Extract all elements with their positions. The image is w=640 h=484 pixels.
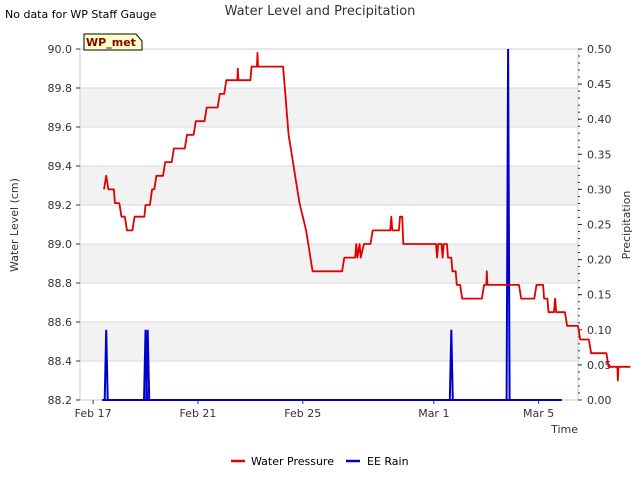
left-tick-label: 90.0: [48, 43, 73, 56]
station-badge-label: WP_met: [86, 36, 136, 49]
rain-point: [448, 329, 454, 401]
left-tick-label: 88.2: [48, 394, 73, 407]
left-tick-label: 88.6: [48, 316, 73, 329]
rain-series-layer: [102, 48, 562, 401]
grid-band: [80, 127, 578, 166]
left-tick-label: 89.8: [48, 82, 73, 95]
x-tick-label: Mar 5: [523, 407, 554, 420]
right-tick-label: 0.40: [587, 113, 612, 126]
grid-band: [80, 88, 578, 127]
grid-band: [80, 322, 578, 361]
left-tick-label: 89.6: [48, 121, 73, 134]
background-bands: [80, 49, 578, 400]
grid-band: [80, 244, 578, 283]
right-tick-label: 0.30: [587, 183, 612, 196]
left-axis-label: Water Level (cm): [8, 178, 21, 272]
right-y-axis: 0.00 0.05 0.10 0.15 0.20 0.25 0.30 0.35 0.40 0.45…: [578, 43, 612, 407]
grid-band: [80, 49, 578, 88]
right-tick-label: 0.50: [587, 43, 612, 56]
station-badge: WP_met: [83, 33, 143, 51]
water-level-series-layer: [103, 52, 631, 382]
water-pressure-line: [103, 52, 631, 382]
rain-point: [145, 329, 151, 401]
x-tick-label: Feb 21: [179, 407, 216, 420]
right-tick-label: 0.15: [587, 289, 612, 302]
left-tick-label: 89.4: [48, 160, 73, 173]
left-y-axis: 88.2 88.4 88.6 88.8 89.0 89.2 89.4 89.6 89.8 90.0: [48, 43, 80, 407]
right-axis-label: Precipitation: [620, 191, 633, 260]
legend-label-ee-rain: EE Rain: [367, 455, 409, 468]
x-tick-label: Feb 25: [284, 407, 321, 420]
grid-band: [80, 283, 578, 322]
x-axis: Feb 17 Feb 21 Feb 25 Mar 1 Mar 5: [75, 400, 554, 420]
grid-band: [80, 205, 578, 244]
legend-label-water-pressure: Water Pressure: [251, 455, 334, 468]
x-axis-label: Time: [550, 423, 578, 436]
legend: Water Pressure EE Rain: [231, 455, 409, 468]
right-tick-label: 0.10: [587, 324, 612, 337]
right-tick-label: 0.20: [587, 254, 612, 267]
no-data-notice: No data for WP Staff Gauge: [5, 8, 157, 21]
right-tick-label: 0.05: [587, 359, 612, 372]
grid-band: [80, 361, 578, 400]
station-badge-shape: [83, 33, 143, 51]
right-tick-label: 0.45: [587, 78, 612, 91]
left-tick-label: 89.0: [48, 238, 73, 251]
x-tick-label: Mar 1: [418, 407, 449, 420]
x-tick-label: Feb 17: [75, 407, 112, 420]
chart-title: Water Level and Precipitation: [225, 4, 416, 19]
right-tick-label: 0.25: [587, 219, 612, 232]
right-tick-label: 0.35: [587, 148, 612, 161]
left-tick-label: 88.4: [48, 355, 73, 368]
rain-point: [103, 329, 109, 401]
left-tick-label: 89.2: [48, 199, 73, 212]
right-tick-label: 0.00: [587, 394, 612, 407]
left-tick-label: 88.8: [48, 277, 73, 290]
rain-point: [505, 48, 511, 401]
